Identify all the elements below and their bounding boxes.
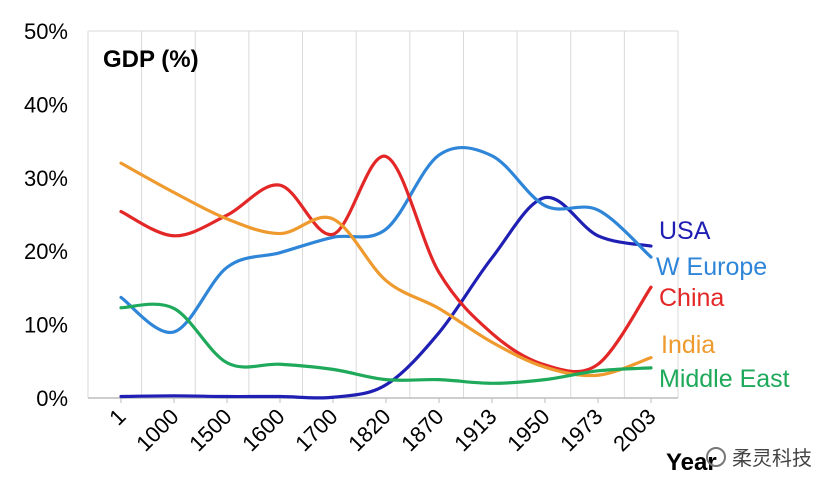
x-tick-label: 1870 — [396, 404, 448, 456]
series-label-china: China — [659, 284, 724, 312]
series-line-india — [119, 161, 653, 378]
y-tick-label: 50% — [24, 19, 68, 44]
y-tick-label: 40% — [24, 92, 68, 117]
series-label-usa: USA — [659, 217, 711, 245]
x-axis: 1 1000 1500 1600 1700 1820 1870 1913 1950 1973 200… — [104, 398, 661, 456]
series-label-middle-east: Middle East — [659, 365, 790, 393]
y-axis-ticks: 0% 10% 20% 30% 40% 50% — [24, 19, 68, 411]
x-tick-label: 1600 — [237, 404, 289, 456]
grid — [87, 30, 679, 399]
x-tick-label: 2003 — [608, 404, 660, 456]
x-tick-label: 1950 — [502, 404, 554, 456]
series-line-china — [119, 154, 653, 374]
y-tick-label: 10% — [24, 313, 68, 338]
x-tick-label: 1 — [104, 404, 130, 430]
x-tick-label: 1000 — [131, 404, 183, 456]
x-tick-label: 1973 — [555, 404, 607, 456]
x-tick-label: 1500 — [184, 404, 236, 456]
y-tick-label: 30% — [24, 166, 68, 191]
y-tick-label: 0% — [36, 386, 68, 411]
series-labels: USA W Europe China India Middle East — [656, 217, 790, 393]
watermark-text: 柔灵科技 — [732, 448, 812, 470]
series-line-usa — [119, 196, 653, 400]
y-tick-label: 20% — [24, 239, 68, 264]
x-tick-label: 1700 — [290, 404, 342, 456]
series-label-w-europe: W Europe — [656, 253, 767, 281]
wechat-icon — [706, 446, 726, 467]
x-tick-label: 1913 — [449, 404, 501, 456]
watermark: 柔灵科技 — [706, 442, 812, 471]
chart-title: GDP (%) — [103, 46, 199, 73]
series-line-middle-east — [119, 302, 653, 385]
x-tick-label: 1820 — [343, 404, 395, 456]
series-label-india: India — [661, 331, 715, 359]
series-line-w-europe — [119, 146, 653, 334]
series-lines — [119, 146, 653, 400]
